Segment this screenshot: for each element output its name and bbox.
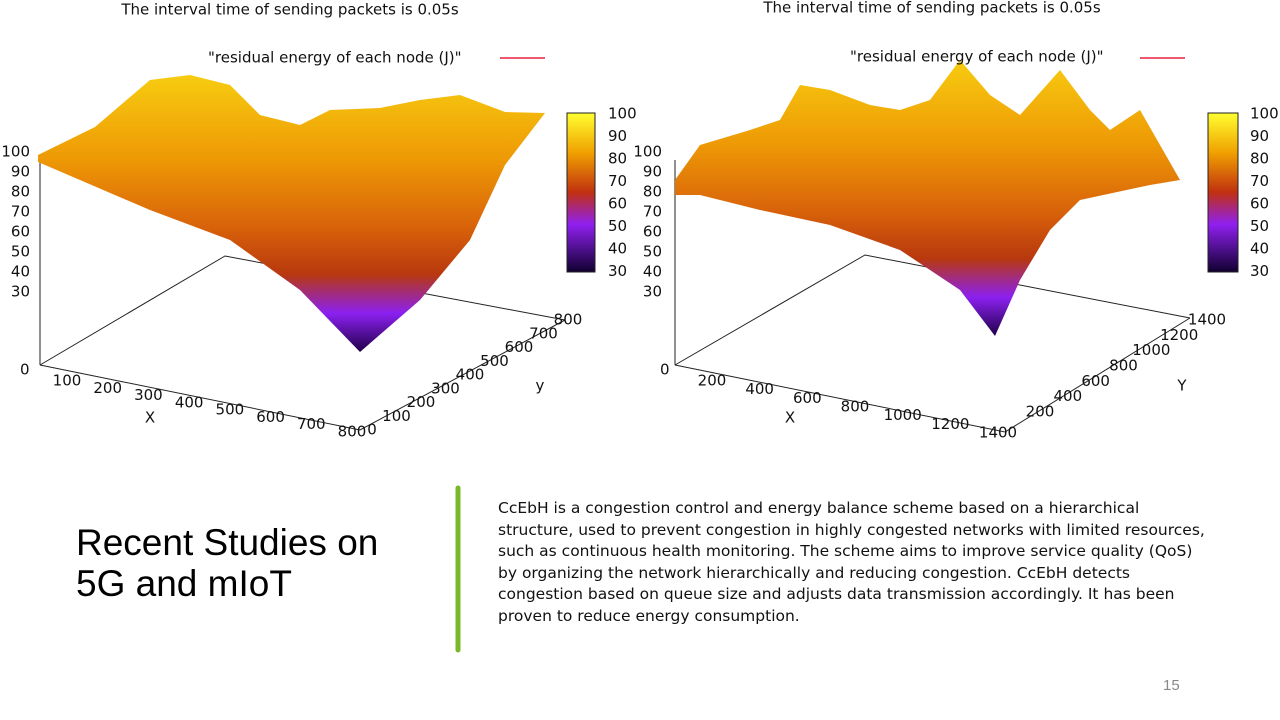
colorbar (1207, 112, 1239, 273)
figure-title: The interval time of sending packets is … (762, 0, 1100, 17)
origin-label: 0 (660, 361, 670, 379)
z-tick-label: 80 (643, 183, 662, 201)
legend-label: "residual energy of each node (J)" (850, 48, 1104, 66)
z-tick-label: 90 (643, 163, 662, 181)
colorbar-tick-label: 100 (1250, 105, 1279, 123)
x-tick-label: 700 (297, 415, 326, 433)
y-tick-label: 200 (407, 393, 436, 411)
z-tick-label: 30 (11, 283, 30, 301)
z-tick-label: 60 (11, 223, 30, 241)
x-tick-label: 600 (256, 408, 285, 426)
x-tick-label: 600 (793, 389, 822, 407)
axes (39, 160, 566, 431)
y-tick-label: 500 (480, 352, 509, 370)
colorbar-tick-label: 40 (1250, 240, 1269, 258)
z-tick-label: 30 (643, 283, 662, 301)
y-tick-label: 700 (529, 324, 558, 342)
colorbar-tick-label: 60 (1250, 195, 1269, 213)
colorbar-tick-label: 70 (608, 172, 627, 190)
x-tick-label: 200 (93, 379, 122, 397)
colorbar (566, 112, 596, 273)
y-tick-label: 200 (1026, 403, 1055, 421)
colorbar-tick-label: 30 (1250, 262, 1269, 280)
y-tick-label: 400 (1054, 387, 1083, 405)
z-tick-label: 50 (643, 243, 662, 261)
x-tick-label: 400 (175, 393, 204, 411)
x-tick-label: 800 (841, 398, 870, 416)
colorbar-tick-label: 30 (608, 262, 627, 280)
x-tick-label: 100 (53, 372, 82, 390)
z-tick-label: 70 (11, 203, 30, 221)
z-tick-label: 80 (11, 183, 30, 201)
y-axis-label: y (536, 377, 545, 395)
y-tick-label: 800 (554, 311, 583, 329)
colorbar-tick-label: 60 (608, 195, 627, 213)
colorbar-tick-label: 90 (1250, 127, 1269, 145)
figure-left-graphics (38, 57, 596, 431)
slide-title: Recent Studies on 5G and mIoT (76, 522, 379, 604)
surface (675, 60, 1180, 336)
z-tick-label: 100 (633, 143, 662, 161)
colorbar-tick-label: 80 (608, 150, 627, 168)
colorbar-tick-label: 50 (1250, 217, 1269, 235)
x-tick-label: 300 (134, 386, 163, 404)
legend-label: "residual energy of each node (J)" (208, 49, 462, 67)
x-tick-label: 1000 (884, 406, 922, 424)
page-number: 15 (1163, 677, 1180, 694)
y-tick-label: 1000 (1132, 341, 1170, 359)
y-axis-label: Y (1176, 377, 1187, 395)
x-tick-label: 200 (698, 372, 727, 390)
y-tick-label: 1200 (1160, 326, 1198, 344)
colorbar-tick-label: 70 (1250, 172, 1269, 190)
y-tick-label: 600 (505, 338, 534, 356)
z-tick-label: 60 (643, 223, 662, 241)
z-tick-label: 40 (643, 263, 662, 281)
x-tick-label: 400 (745, 380, 774, 398)
surface (38, 75, 545, 352)
colorbar-tick-label: 40 (608, 240, 627, 258)
origin-label: 0 (20, 361, 30, 379)
z-tick-label: 90 (11, 163, 30, 181)
y-tick-label: 100 (382, 407, 411, 425)
x-tick-label: 800 (338, 423, 367, 441)
x-axis-label: X (785, 409, 795, 427)
z-tick-label: 40 (11, 263, 30, 281)
figure-title: The interval time of sending packets is … (120, 1, 458, 19)
colorbar-tick-label: 100 (608, 105, 637, 123)
y-tick-label: 800 (1109, 357, 1138, 375)
z-tick-label: 70 (643, 203, 662, 221)
y-tick-label: 300 (431, 379, 460, 397)
x-tick-label: 1400 (979, 424, 1017, 442)
x-axis-label: X (145, 409, 155, 427)
y-tick-label: 0 (367, 421, 377, 439)
figure-right-graphics (674, 57, 1239, 433)
colorbar-tick-label: 50 (608, 217, 627, 235)
slide-body: CcEbH is a congestion control and energy… (498, 499, 1205, 625)
x-tick-label: 1200 (931, 415, 969, 433)
z-tick-label: 50 (11, 243, 30, 261)
colorbar-tick-label: 90 (608, 127, 627, 145)
y-tick-label: 400 (456, 366, 485, 384)
x-tick-label: 500 (216, 401, 245, 419)
colorbar-tick-label: 80 (1250, 150, 1269, 168)
z-tick-label: 100 (1, 143, 30, 161)
y-tick-label: 600 (1081, 372, 1110, 390)
y-tick-label: 1400 (1188, 311, 1226, 329)
